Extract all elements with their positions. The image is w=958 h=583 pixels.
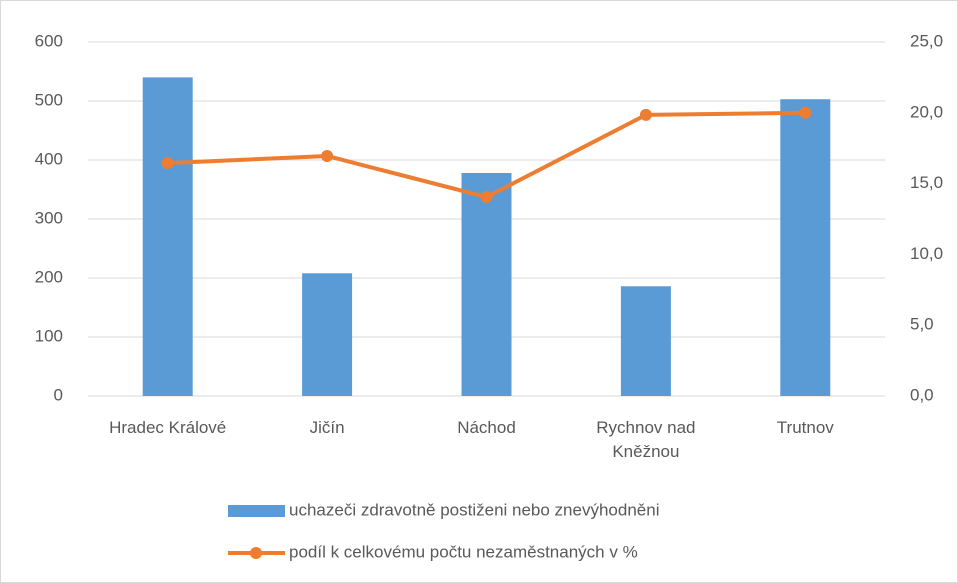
x-tick-label: Jičín xyxy=(309,418,345,437)
y-tick-label: 300 xyxy=(35,208,63,227)
line-marker xyxy=(321,149,334,162)
x-tick-label: Hradec Králové xyxy=(109,418,227,437)
line-marker xyxy=(480,191,493,204)
x-tick-label: Rychnov nad Kněžnou xyxy=(596,418,696,461)
legend-swatch xyxy=(228,505,285,517)
y-tick-label: 100 xyxy=(35,326,63,345)
y2-tick-label: 20,0 xyxy=(910,102,943,121)
y2-tick-label: 5,0 xyxy=(910,315,934,334)
y-tick-label: 400 xyxy=(35,149,63,168)
line-marker xyxy=(161,157,174,170)
y-tick-label: 200 xyxy=(35,267,63,286)
legend-label: podíl k celkovému počtu nezaměstnaných v… xyxy=(289,542,638,561)
bar xyxy=(142,77,193,397)
y-tick-label: 500 xyxy=(35,90,63,109)
line-marker xyxy=(639,108,652,121)
y2-tick-label: 10,0 xyxy=(910,244,943,263)
bar xyxy=(780,99,831,396)
y2-tick-label: 0,0 xyxy=(910,385,934,404)
bar xyxy=(620,286,671,396)
y-tick-label: 600 xyxy=(35,31,63,50)
bar xyxy=(461,172,512,396)
x-tick-label: Náchod xyxy=(457,418,516,437)
y2-tick-label: 15,0 xyxy=(910,173,943,192)
legend-label: uchazeči zdravotně postiženi nebo znevýh… xyxy=(289,500,659,519)
y2-tick-label: 25,0 xyxy=(910,31,943,50)
line-marker xyxy=(799,106,812,119)
bar xyxy=(302,273,353,396)
y-tick-label: 0 xyxy=(54,385,63,404)
x-tick-label: Trutnov xyxy=(776,418,834,437)
legend-swatch-marker xyxy=(250,547,262,559)
